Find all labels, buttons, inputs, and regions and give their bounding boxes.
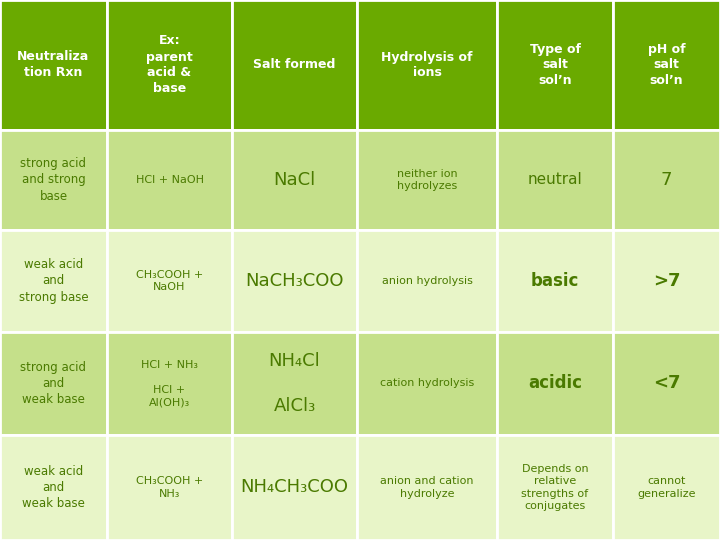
Text: weak acid
and
weak base: weak acid and weak base: [22, 465, 85, 510]
Bar: [497, 130, 613, 230]
Bar: [107, 230, 232, 332]
Bar: [232, 435, 357, 540]
Text: anion hydrolysis: anion hydrolysis: [382, 276, 472, 286]
Text: basic: basic: [531, 272, 579, 290]
Text: HCl + NaOH: HCl + NaOH: [135, 175, 204, 185]
Text: NaCl: NaCl: [274, 171, 315, 189]
Text: pH of
salt
sol’n: pH of salt sol’n: [648, 43, 685, 87]
Bar: [357, 0, 497, 130]
Text: cation hydrolysis: cation hydrolysis: [380, 379, 474, 388]
Text: NH₄CH₃COO: NH₄CH₃COO: [240, 478, 348, 496]
Text: neither ion
hydrolyzes: neither ion hydrolyzes: [397, 169, 457, 191]
Text: CH₃COOH +
NH₃: CH₃COOH + NH₃: [136, 476, 203, 499]
Bar: [357, 332, 497, 435]
Bar: [107, 435, 232, 540]
Bar: [0, 130, 107, 230]
Bar: [0, 0, 107, 130]
Bar: [357, 130, 497, 230]
Text: Ex:
parent
acid &
base: Ex: parent acid & base: [146, 35, 193, 96]
Text: 7: 7: [661, 171, 672, 189]
Bar: [497, 0, 613, 130]
Text: >7: >7: [653, 272, 680, 290]
Bar: [0, 230, 107, 332]
Text: NaCH₃COO: NaCH₃COO: [246, 272, 343, 290]
Text: CH₃COOH +
NaOH: CH₃COOH + NaOH: [136, 270, 203, 292]
Bar: [357, 230, 497, 332]
Bar: [232, 130, 357, 230]
Bar: [613, 0, 720, 130]
Bar: [107, 0, 232, 130]
Bar: [497, 332, 613, 435]
Bar: [497, 435, 613, 540]
Bar: [107, 130, 232, 230]
Text: Type of
salt
sol’n: Type of salt sol’n: [529, 43, 580, 87]
Text: Hydrolysis of
ions: Hydrolysis of ions: [382, 51, 473, 79]
Text: strong acid
and
weak base: strong acid and weak base: [20, 361, 86, 406]
Text: anion and cation
hydrolyze: anion and cation hydrolyze: [380, 476, 474, 499]
Bar: [357, 435, 497, 540]
Bar: [613, 130, 720, 230]
Text: NH₄Cl

AlCl₃: NH₄Cl AlCl₃: [269, 352, 320, 415]
Bar: [497, 230, 613, 332]
Bar: [107, 332, 232, 435]
Text: HCl + NH₃

HCl +
Al(OH)₃: HCl + NH₃ HCl + Al(OH)₃: [141, 360, 198, 407]
Bar: [0, 332, 107, 435]
Text: acidic: acidic: [528, 375, 582, 393]
Bar: [232, 230, 357, 332]
Bar: [0, 435, 107, 540]
Text: <7: <7: [653, 375, 680, 393]
Bar: [613, 230, 720, 332]
Bar: [232, 0, 357, 130]
Text: strong acid
and strong
base: strong acid and strong base: [20, 158, 86, 202]
Text: weak acid
and
strong base: weak acid and strong base: [19, 259, 89, 303]
Bar: [232, 332, 357, 435]
Text: neutral: neutral: [528, 172, 582, 187]
Bar: [613, 435, 720, 540]
Text: cannot
generalize: cannot generalize: [637, 476, 696, 499]
Text: Salt formed: Salt formed: [253, 58, 336, 71]
Bar: [613, 332, 720, 435]
Text: Depends on
relative
strengths of
conjugates: Depends on relative strengths of conjuga…: [521, 464, 588, 511]
Text: Neutraliza
tion Rxn: Neutraliza tion Rxn: [17, 51, 89, 79]
